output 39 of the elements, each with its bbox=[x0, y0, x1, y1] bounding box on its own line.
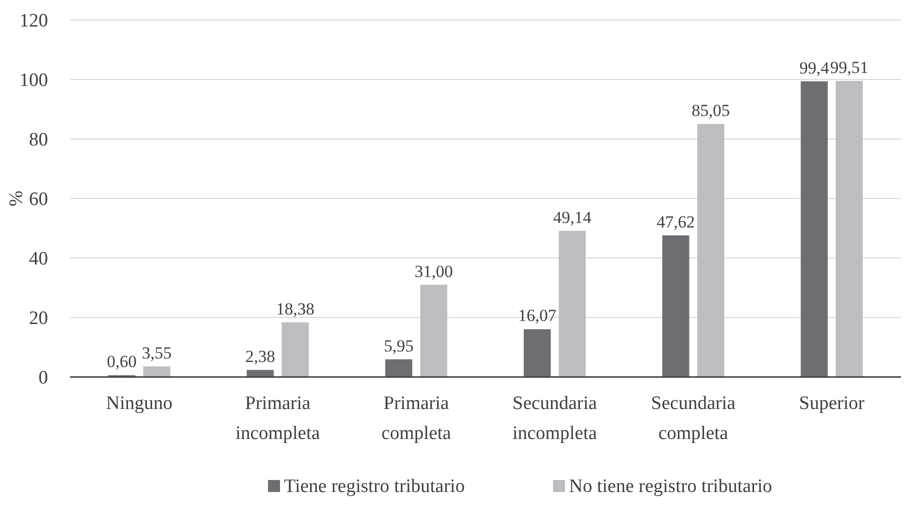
data-label: 47,62 bbox=[656, 212, 695, 232]
y-tick-label: 0 bbox=[38, 368, 48, 389]
data-label: 99,51 bbox=[830, 58, 868, 77]
bar bbox=[385, 359, 412, 377]
x-tick-label: Ninguno bbox=[106, 393, 172, 414]
data-label: 49,14 bbox=[553, 208, 592, 227]
y-tick-label: 80 bbox=[29, 130, 48, 151]
data-label: 0,60 bbox=[106, 352, 137, 372]
y-tick-label: 60 bbox=[29, 189, 48, 210]
bar bbox=[246, 370, 274, 377]
bar bbox=[143, 366, 170, 377]
x-tick-label: Secundaria incompleta bbox=[512, 393, 598, 444]
bar bbox=[697, 124, 724, 377]
y-axis-title: % bbox=[6, 190, 27, 206]
x-tick-label: Superior bbox=[799, 393, 866, 414]
bar bbox=[282, 322, 309, 377]
bar bbox=[800, 81, 828, 377]
data-label: 85,05 bbox=[692, 100, 730, 120]
legend-label: Tiene registro tributario bbox=[284, 476, 465, 497]
data-label: 99,4 bbox=[799, 58, 830, 78]
y-tick-label: 100 bbox=[20, 70, 48, 92]
data-label: 5,95 bbox=[384, 336, 414, 356]
bar bbox=[558, 230, 586, 377]
x-tick-label: Primaria completa bbox=[381, 393, 452, 444]
data-label: 16,07 bbox=[518, 306, 557, 326]
y-tick-label: 120 bbox=[20, 10, 48, 32]
legend-label: No tiene registro tributario bbox=[569, 476, 772, 497]
data-label: 31,00 bbox=[414, 262, 453, 281]
y-tick-label: 40 bbox=[29, 248, 48, 270]
bar bbox=[524, 329, 551, 377]
bar bbox=[420, 284, 448, 377]
data-label: 3,55 bbox=[142, 343, 172, 362]
bar bbox=[662, 235, 690, 377]
y-tick-label: 20 bbox=[29, 308, 48, 330]
bar bbox=[836, 80, 863, 377]
data-label: 18,38 bbox=[276, 299, 314, 318]
x-tick-label: Primaria incompleta bbox=[236, 393, 321, 444]
data-label: 2,38 bbox=[245, 346, 276, 366]
x-tick-label: Secundaria completa bbox=[651, 393, 736, 444]
